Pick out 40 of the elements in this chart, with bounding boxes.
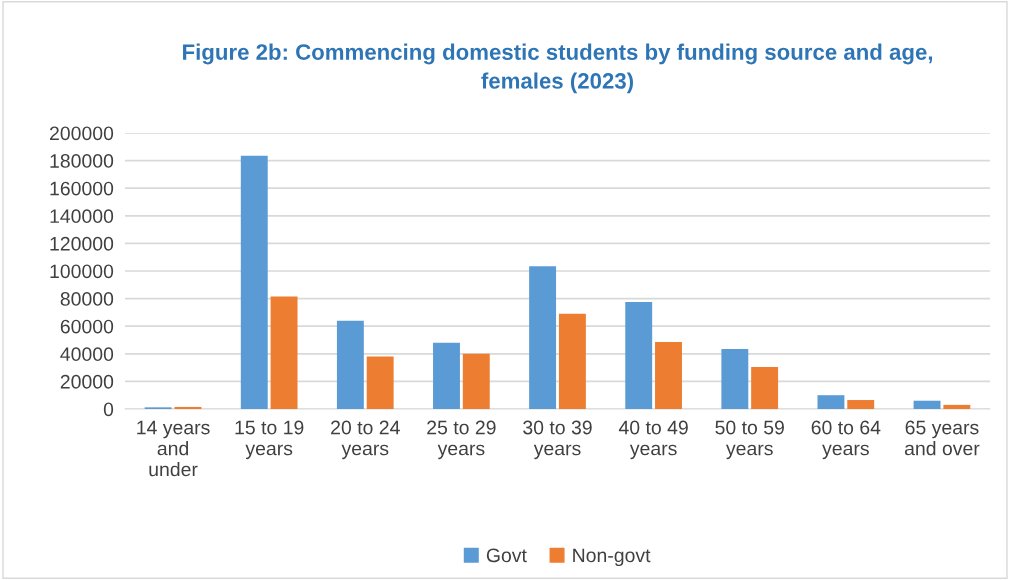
bar (943, 404, 971, 409)
y-tick-label: 20000 (60, 374, 114, 389)
x-tick-label: 25 to 29 years (427, 420, 496, 460)
bar (174, 406, 202, 409)
bar (655, 342, 682, 409)
x-tick-label: 30 to 39 years (523, 420, 592, 460)
y-tick-label: 180000 (50, 154, 114, 168)
y-tick-label: 200000 (49, 126, 114, 141)
bar (817, 395, 845, 409)
y-tick-label: 0 (103, 402, 114, 417)
x-tick-label: 14 years and under (137, 420, 210, 477)
x-tick-label: 40 to 49 years (618, 420, 688, 460)
bar (529, 266, 557, 409)
y-tick-label: 140000 (50, 209, 114, 224)
y-tick-label: 100000 (50, 264, 114, 279)
x-tick-label: 15 to 19 years (235, 420, 304, 460)
y-tick-label: 120000 (50, 236, 114, 251)
bar (913, 400, 941, 409)
legend-label: Non-govt (573, 548, 651, 567)
bar (625, 302, 653, 409)
bar (847, 400, 875, 409)
bar (270, 296, 298, 409)
chart-title: Figure 2b: Commencing domestic students by funding source and age, females (2023) (183, 43, 933, 94)
bar (433, 342, 460, 409)
bar (721, 348, 749, 409)
bar (462, 353, 490, 409)
y-tick-label: 160000 (50, 181, 114, 196)
bar (336, 320, 364, 409)
x-tick-label: 60 to 64 years (811, 420, 881, 460)
bar (751, 366, 779, 409)
x-tick-label: 20 to 24 years (331, 420, 400, 460)
y-tick-label: 60000 (60, 319, 114, 334)
y-tick-label: 80000 (60, 292, 114, 306)
legend-label: Govt (486, 548, 527, 563)
x-tick-label: 65 years and over (904, 420, 980, 456)
bar (558, 313, 586, 409)
y-tick-label: 40000 (60, 347, 114, 362)
bar (366, 356, 394, 409)
x-tick-label: 50 to 59 years (715, 420, 784, 460)
bar (240, 155, 268, 409)
